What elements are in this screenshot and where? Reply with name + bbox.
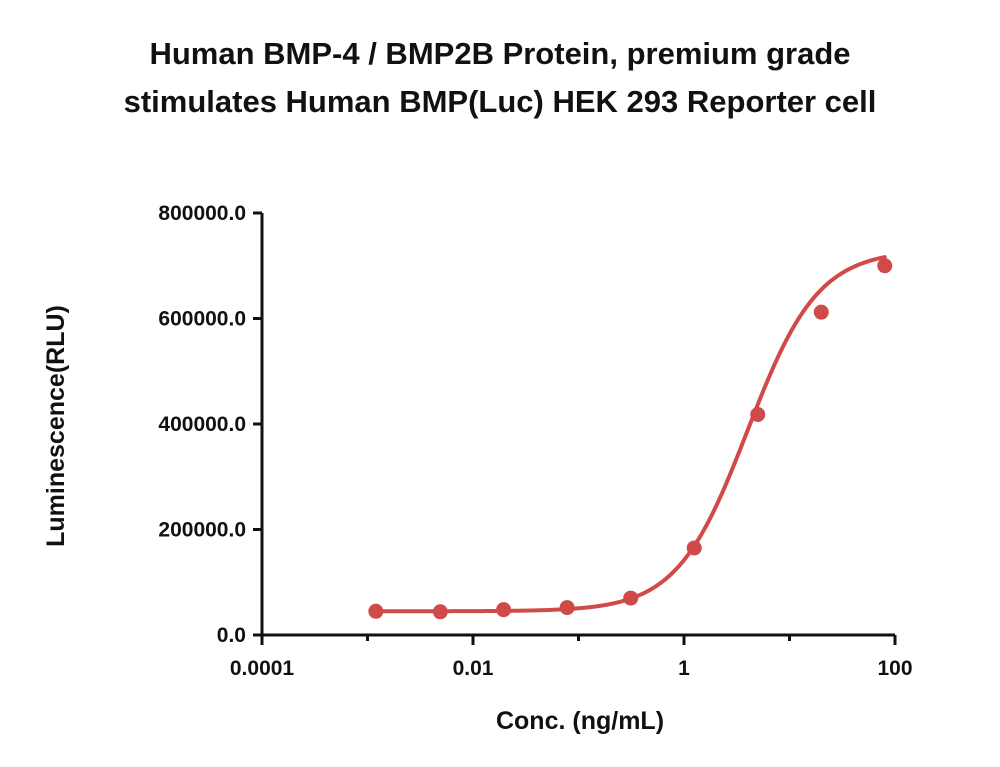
x-axis-title: Conc. (ng/mL): [496, 707, 664, 735]
data-point: [559, 600, 575, 616]
x-tick-label: 0.0001: [230, 657, 295, 680]
data-point: [432, 604, 448, 620]
data-point: [877, 258, 893, 274]
x-tick-label: 0.01: [453, 657, 494, 680]
fit-curve: [373, 255, 887, 614]
data-point: [686, 540, 702, 556]
chart-title-line-2: stimulates Human BMP(Luc) HEK 293 Report…: [123, 84, 877, 119]
chart-title-line-1: Human BMP-4 / BMP2B Protein, premium gra…: [149, 36, 851, 71]
y-tick-label: 600000.0: [158, 308, 246, 331]
y-tick-label: 800000.0: [158, 202, 246, 225]
data-point: [750, 407, 766, 423]
y-tick-label: 200000.0: [158, 519, 246, 542]
y-axis-title: Luminescence(RLU): [42, 305, 70, 547]
y-tick-label: 0.0: [217, 624, 246, 647]
x-tick-label: 1: [678, 657, 690, 680]
data-point: [368, 603, 384, 619]
data-point: [813, 304, 829, 320]
fit-layer: [373, 255, 887, 614]
data-point: [623, 590, 639, 606]
y-tick-label: 400000.0: [158, 413, 246, 436]
x-tick-label: 100: [877, 657, 912, 680]
point-layer: [368, 258, 893, 620]
axes: 0.0 200000.0 400000.0 600000.0 800000.0 0.000…: [158, 202, 912, 680]
data-point: [496, 602, 512, 618]
